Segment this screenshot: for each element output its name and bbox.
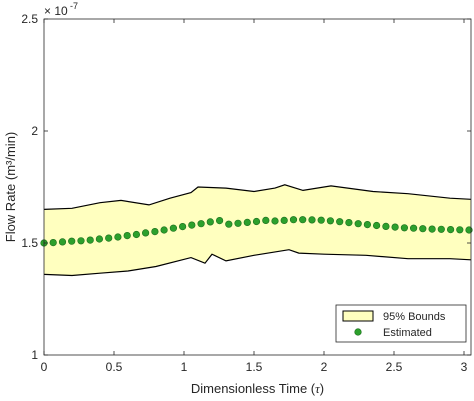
plot-background	[44, 19, 471, 355]
x-tick-label: 0.5	[106, 360, 123, 374]
estimated-point	[289, 216, 298, 224]
estimated-point	[169, 224, 177, 232]
x-tick-label: 2.5	[386, 360, 403, 374]
estimated-point	[271, 217, 279, 225]
estimated-point	[123, 232, 131, 240]
y-scale-exponent-base: × 10	[44, 4, 68, 18]
estimated-point	[132, 230, 140, 239]
estimated-point	[354, 220, 362, 228]
estimated-point	[373, 221, 381, 230]
estimated-point	[86, 236, 94, 244]
estimated-point	[225, 220, 233, 228]
estimated-point	[58, 238, 67, 246]
estimated-point	[243, 218, 251, 226]
estimated-point	[95, 235, 103, 243]
estimated-point	[77, 237, 85, 245]
x-tick-label: 2	[321, 360, 328, 374]
x-tick-label: 0	[41, 360, 48, 374]
x-tick-label: 1	[181, 360, 188, 374]
estimated-point	[382, 222, 390, 230]
estimated-point	[114, 233, 122, 241]
legend: 95% Bounds Estimated	[335, 304, 467, 343]
plot-layer	[40, 19, 473, 355]
estimated-point	[363, 221, 372, 229]
upper-bound-line	[43, 184, 472, 210]
estimated-point	[437, 225, 445, 233]
estimated-point	[49, 239, 57, 247]
estimated-point	[299, 216, 307, 224]
estimated-point	[160, 226, 168, 234]
estimated-point	[326, 217, 335, 225]
estimated-point	[280, 216, 288, 224]
y-tick-label: 1.5	[21, 236, 38, 250]
estimated-point	[262, 216, 270, 224]
y-axis-label: Flow Rate (m³/min)	[3, 132, 18, 243]
axes-layer: 0 0.5 1 1.5 2 2.5 3 1 1.5 2 2.5	[21, 12, 472, 374]
estimated-point	[105, 234, 113, 242]
estimated-point	[317, 216, 325, 224]
estimated-point	[391, 223, 399, 231]
x-axis-label: Dimensionless Time (τ)	[191, 381, 324, 396]
legend-band-swatch	[342, 310, 374, 322]
legend-estimated-label: Estimated	[383, 327, 432, 339]
estimated-point	[68, 237, 76, 245]
x-tick-label: 3	[461, 360, 468, 374]
y-tick-label: 2.5	[21, 12, 38, 26]
x-axis-label-symbol: τ	[315, 381, 321, 396]
legend-estimated-marker	[354, 328, 362, 336]
estimated-point	[216, 217, 224, 225]
confidence-band-fill	[44, 184, 471, 276]
lower-bound-line	[43, 249, 472, 277]
legend-band-label: 95% Bounds	[383, 311, 446, 323]
estimated-point	[428, 225, 436, 233]
estimated-point	[447, 226, 455, 234]
estimated-point	[142, 229, 150, 237]
estimated-point	[400, 224, 409, 232]
estimated-point	[410, 224, 418, 232]
y-tick-label: 2	[31, 124, 38, 138]
estimated-point	[206, 218, 214, 226]
y-scale-exponent-power: -7	[70, 1, 78, 11]
estimated-point	[336, 218, 344, 226]
estimated-point	[419, 225, 427, 233]
estimated-point	[151, 228, 159, 236]
axes-frame	[43, 18, 472, 356]
estimated-point	[234, 219, 242, 227]
x-axis-label-close: )	[320, 381, 324, 396]
x-tick-label: 1.5	[246, 360, 263, 374]
estimated-point	[456, 226, 464, 234]
x-axis-label-main: Dimensionless Time (	[191, 381, 316, 396]
y-tick-label: 1	[31, 348, 38, 362]
estimated-point	[252, 217, 261, 226]
estimated-point	[308, 216, 316, 224]
estimated-point	[345, 219, 353, 227]
estimated-point	[188, 221, 196, 229]
estimated-point	[197, 220, 205, 228]
estimated-point	[179, 223, 187, 231]
